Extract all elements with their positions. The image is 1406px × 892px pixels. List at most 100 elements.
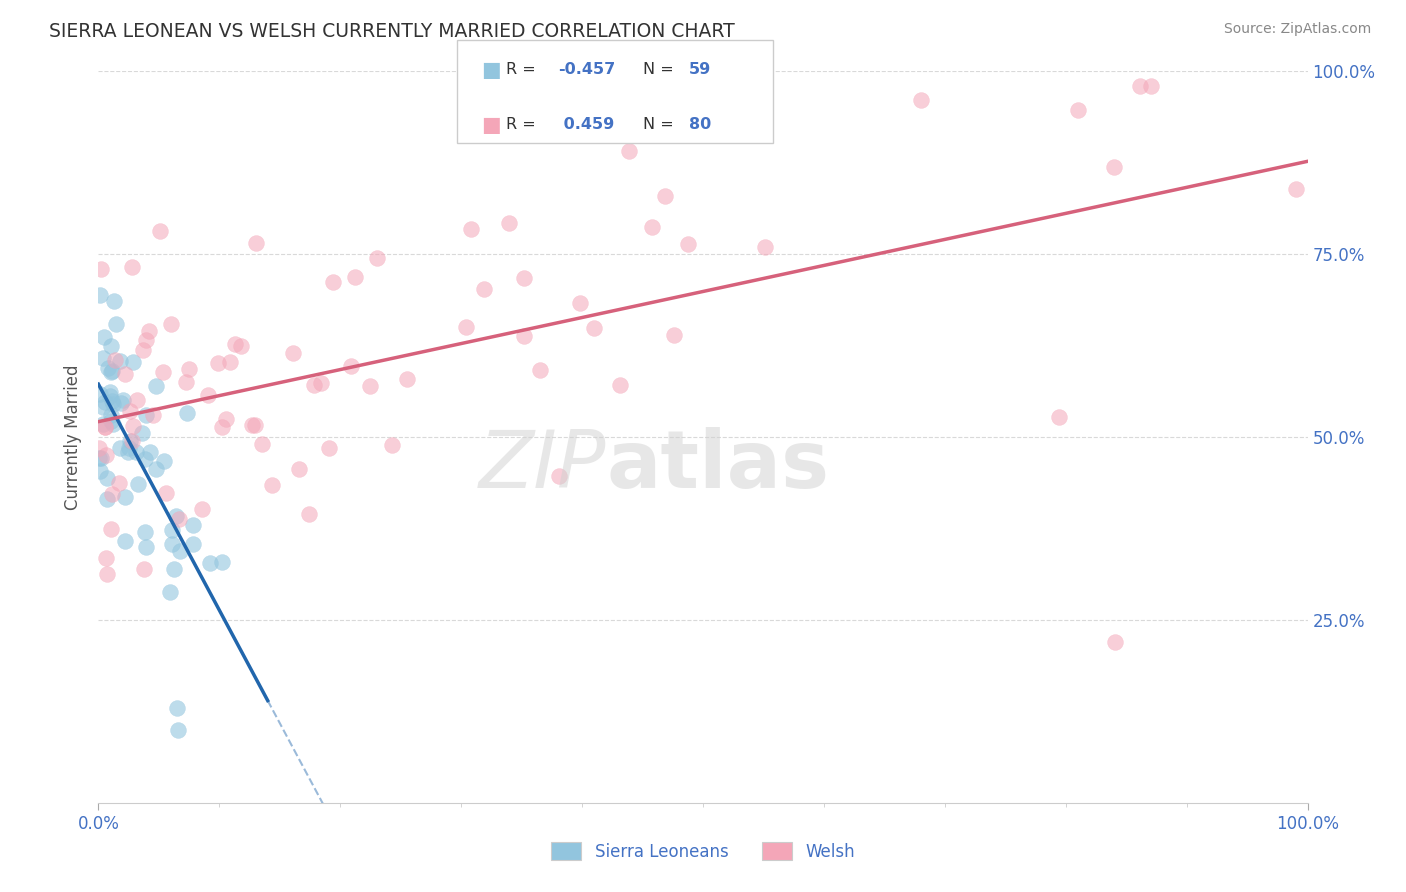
Point (110, 395, 132, 409)
Point (89, 464, 111, 478)
Point (359, 379, 381, 393)
Point (142, 408, 165, 422)
Point (662, 328, 685, 343)
Point (105, 317, 128, 331)
Point (104, 353, 127, 368)
Point (165, 509, 187, 524)
Point (127, 477, 149, 491)
Point (120, 403, 142, 417)
Point (97, 361, 120, 376)
Point (125, 393, 148, 408)
Point (122, 355, 145, 369)
Point (90, 261, 112, 276)
Point (121, 434, 143, 449)
Point (103, 397, 125, 411)
Point (513, 271, 536, 285)
Point (224, 336, 246, 351)
Point (250, 437, 273, 451)
Point (153, 453, 176, 467)
Point (117, 445, 139, 459)
Point (1104, 635, 1126, 649)
Point (90, 450, 112, 465)
Point (93, 420, 115, 434)
Point (96, 471, 118, 485)
Point (93, 400, 115, 414)
Point (152, 365, 174, 379)
Point (100, 366, 122, 380)
Point (287, 462, 309, 476)
Point (121, 418, 143, 433)
Point (231, 339, 253, 353)
Point (163, 561, 186, 575)
Point (191, 502, 214, 516)
Point (513, 329, 536, 343)
Point (134, 452, 156, 467)
Point (548, 469, 571, 483)
Point (145, 379, 167, 393)
Point (641, 219, 664, 234)
Point (454, 319, 477, 334)
Point (678, 236, 700, 251)
Point (98, 384, 121, 399)
Point (302, 378, 325, 392)
Point (200, 556, 222, 570)
Text: atlas: atlas (606, 427, 830, 506)
Point (322, 275, 344, 289)
Point (181, 536, 204, 550)
Point (101, 363, 124, 377)
Point (1129, 78, 1152, 93)
Text: ■: ■ (481, 115, 501, 135)
Point (283, 346, 305, 360)
Point (132, 562, 155, 576)
Point (103, 293, 125, 308)
Point (309, 376, 332, 391)
Point (91, 351, 114, 365)
Point (131, 425, 153, 440)
Point (114, 534, 136, 549)
Text: 59: 59 (689, 62, 711, 77)
Point (219, 355, 242, 369)
Point (166, 723, 188, 737)
Point (91, 417, 114, 431)
Point (100, 486, 122, 500)
Point (619, 144, 641, 158)
Point (132, 343, 155, 357)
Point (207, 356, 229, 370)
Point (100, 522, 122, 536)
Point (1285, 182, 1308, 196)
Point (396, 372, 419, 386)
Point (162, 537, 184, 551)
Point (177, 361, 200, 376)
Y-axis label: Currently Married: Currently Married (65, 364, 83, 510)
Point (100, 413, 122, 427)
Point (96, 566, 118, 581)
Point (138, 324, 160, 338)
Point (366, 251, 388, 265)
Point (569, 296, 592, 310)
Point (754, 240, 776, 254)
Point (155, 486, 177, 500)
Point (135, 333, 157, 347)
Point (240, 418, 263, 433)
Text: ZIP: ZIP (479, 427, 606, 506)
Point (166, 700, 188, 714)
Point (245, 235, 267, 250)
Legend: Sierra Leoneans, Welsh: Sierra Leoneans, Welsh (544, 836, 862, 868)
Point (160, 523, 183, 537)
Point (139, 445, 162, 459)
Point (211, 420, 233, 434)
Point (298, 507, 321, 521)
Text: N =: N = (643, 118, 679, 132)
Text: 0.459: 0.459 (558, 118, 614, 132)
Text: SIERRA LEONEAN VS WELSH CURRENTLY MARRIED CORRELATION CHART: SIERRA LEONEAN VS WELSH CURRENTLY MARRIE… (49, 22, 735, 41)
Point (318, 441, 340, 455)
Point (94, 449, 117, 463)
Point (583, 320, 606, 334)
Point (89, 287, 111, 301)
Point (498, 216, 520, 230)
Point (211, 555, 233, 569)
Point (94, 550, 117, 565)
Point (197, 388, 219, 402)
Point (344, 270, 367, 285)
Point (339, 359, 361, 373)
